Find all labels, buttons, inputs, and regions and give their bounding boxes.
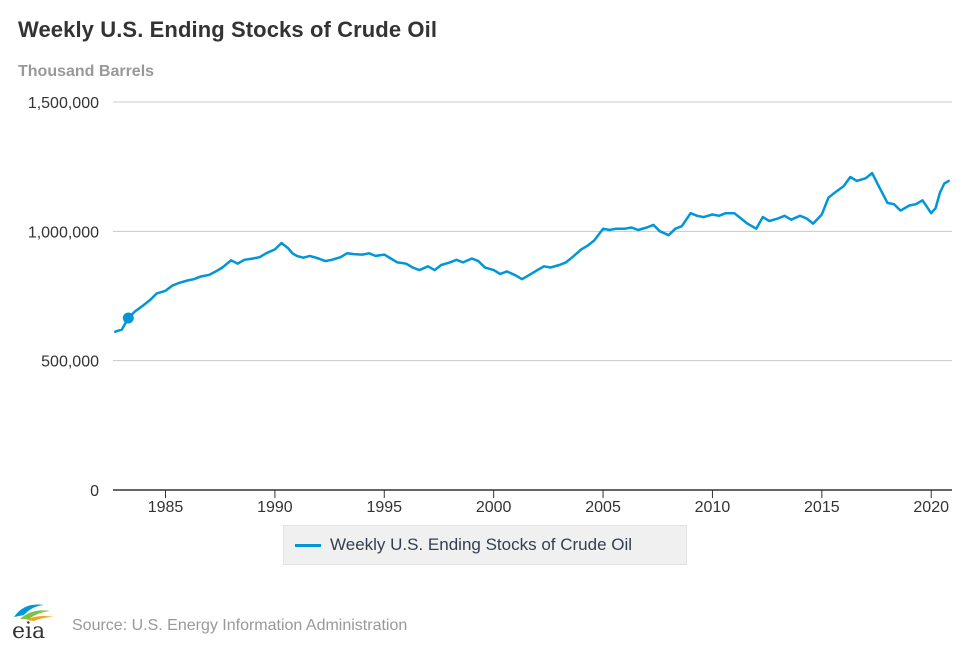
x-tick-label-1985: 1985	[148, 499, 184, 516]
series-line-0	[113, 171, 950, 333]
svg-text:eia: eia	[12, 619, 45, 642]
y-axis-unit-label: Thousand Barrels	[18, 63, 155, 80]
y-tick-label-2: 1,000,000	[28, 224, 99, 241]
x-axis: 1985 1990 1995 2000 2005 2010 2015 2020	[113, 489, 952, 516]
source-text: Source: U.S. Energy Information Administ…	[72, 617, 408, 634]
highlight-point-marker	[122, 312, 134, 324]
y-axis: 0 500,000 1,000,000 1,500,000	[28, 95, 99, 500]
x-tick-label-2020: 2020	[913, 499, 949, 516]
footer: eia Source: U.S. Energy Information Admi…	[10, 598, 407, 642]
chart-title: Weekly U.S. Ending Stocks of Crude Oil	[18, 17, 438, 42]
legend[interactable]: Weekly U.S. Ending Stocks of Crude Oil	[283, 525, 687, 565]
x-tick-label-2010: 2010	[695, 499, 731, 516]
x-tick-label-2005: 2005	[585, 499, 621, 516]
y-tick-label-1: 500,000	[41, 354, 99, 371]
eia-logo-icon: eia	[12, 604, 54, 642]
x-tick-label-2015: 2015	[804, 499, 840, 516]
y-tick-label-0: 0	[90, 483, 99, 500]
x-tick-label-1995: 1995	[366, 499, 402, 516]
series-layer	[113, 171, 950, 333]
x-tick-label-1990: 1990	[257, 499, 293, 516]
legend-swatch	[295, 543, 321, 547]
y-tick-label-3: 1,500,000	[28, 95, 99, 112]
grid-lines	[113, 101, 952, 362]
x-tick-label-2000: 2000	[476, 499, 512, 516]
legend-label: Weekly U.S. Ending Stocks of Crude Oil	[330, 535, 633, 554]
